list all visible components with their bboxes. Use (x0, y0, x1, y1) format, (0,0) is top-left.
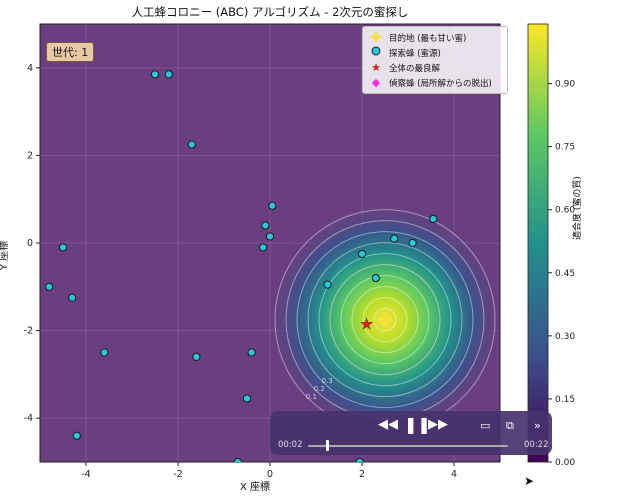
employed-bee-point (58, 243, 68, 252)
x-axis-ticks: -4 -2 0 2 4 (81, 462, 457, 480)
employed-bee-point (247, 348, 256, 357)
video-player-controls: ◀◀ ❚❚ ▶▶ ▭ ⧉ » 00:02 00:22 (270, 411, 552, 455)
colorbar-ticks: 0.90 0.75 0.60 0.45 0.30 0.15 0.00 (548, 80, 575, 468)
employed-bee-point (233, 457, 242, 462)
x-axis-label: X 座標 (240, 482, 271, 493)
colorbar-tick-label: 0.45 (555, 269, 575, 279)
data-points: ★ ✚ (45, 70, 438, 462)
x-tick-label: 0 (267, 469, 273, 480)
x-tick-label: 4 (451, 469, 457, 480)
employed-bee-point (187, 140, 196, 149)
rewind-icon[interactable]: ◀◀ (378, 417, 398, 432)
employed-bee-point (259, 243, 268, 252)
legend-item: ✚ 目的地 (最も甘い蜜) (367, 29, 503, 46)
colorbar-tick-label: 0.15 (555, 395, 575, 405)
colorbar (527, 23, 549, 463)
legend-item: ◆ 偵察蜂 (局所解からの脱出) (367, 75, 503, 90)
contour-line (296, 231, 474, 409)
employed-bee-point (429, 214, 438, 224)
colorbar-tick-label: 0.60 (555, 206, 575, 216)
red-star-icon: ★ (371, 61, 381, 74)
fitness-heatmap (265, 199, 500, 440)
y-axis-ticks: 4 2 0 -2 -4 (24, 63, 40, 424)
contour-line (340, 275, 430, 365)
legend-label: 探索蜂 (蜜源) (389, 48, 441, 59)
employed-bee-point (371, 273, 380, 283)
chart-title: 人工蜂コロニー (ABC) アルゴリズム - 2次元の蜜探し (131, 5, 409, 19)
employed-bee-point (357, 249, 367, 259)
legend-label: 全体の最良解 (389, 63, 441, 74)
contour-line (318, 253, 452, 387)
colorbar-label: 適合度 (蜜の質) (573, 176, 583, 240)
picture-in-picture-icon[interactable]: ⧉ (506, 419, 514, 432)
x-tick-label: -2 (173, 469, 182, 480)
current-time: 00:02 (278, 440, 303, 450)
contour-line (329, 264, 441, 376)
progress-handle[interactable] (326, 440, 329, 451)
legend-label: 目的地 (最も甘い蜜) (389, 33, 467, 44)
pause-icon[interactable]: ❚❚ (404, 415, 431, 434)
employed-bee-point (45, 282, 54, 291)
yellow-cross-icon: ✚ (370, 29, 382, 46)
target-marker: ✚ (377, 308, 394, 332)
contour-label: 0.2 (314, 385, 325, 393)
colorbar-tick-label: 0.00 (555, 458, 575, 468)
airplay-icon[interactable]: ▭ (480, 419, 491, 432)
employed-bee-point (390, 234, 399, 243)
progress-track[interactable] (308, 445, 508, 447)
contour-label: 0.1 (306, 393, 317, 401)
fast-forward-icon[interactable]: ▶▶ (428, 417, 448, 432)
contour-label: 0.3 (322, 377, 333, 385)
contour-line (373, 308, 397, 332)
employed-bee-point (164, 70, 173, 79)
mouse-cursor-icon: ➤ (524, 474, 535, 488)
contour-line (307, 242, 463, 398)
colorbar-tick-label: 0.30 (555, 332, 575, 342)
x-tick-label: -4 (81, 469, 90, 480)
employed-bee-point (100, 348, 109, 357)
magenta-diamond-icon: ◆ (371, 76, 381, 89)
employed-bee-point (261, 221, 270, 230)
duration-time: 00:22 (524, 440, 549, 450)
employed-bee-point (268, 201, 277, 210)
y-axis-label: Y 座標 (0, 240, 11, 271)
x-tick-label: 2 (359, 469, 365, 480)
legend-label: 偵察蜂 (局所解からの脱出) (389, 78, 492, 89)
employed-bee-point (192, 352, 201, 361)
legend-item: 探索蜂 (蜜源) (367, 45, 503, 60)
generation-badge: 世代: 1 (46, 42, 95, 62)
chevron-double-right-icon[interactable]: » (534, 419, 541, 432)
employed-bee-point (265, 232, 275, 241)
y-tick-label: 0 (27, 238, 33, 249)
legend-item: ★ 全体の最良解 (367, 60, 503, 75)
employed-bee-point (408, 238, 417, 248)
employed-bee-point (150, 70, 160, 79)
colorbar-tick-label: 0.75 (555, 143, 575, 153)
y-tick-label: -2 (24, 326, 33, 337)
contour-lines: 0.10.20.3 (274, 209, 496, 431)
employed-bee-point (68, 293, 77, 302)
y-tick-label: 4 (27, 63, 33, 74)
contour-line (351, 286, 419, 354)
employed-bee-point (72, 431, 81, 440)
contour-line (362, 297, 408, 343)
y-tick-label: -4 (24, 413, 33, 424)
employed-bee-point (355, 457, 364, 462)
legend: ✚ 目的地 (最も甘い蜜) 探索蜂 (蜜源) ★ 全体の最良解 ◆ 偵察蜂 (局… (362, 26, 508, 94)
employed-bee-point (323, 280, 332, 289)
colorbar-tick-label: 0.90 (555, 80, 575, 90)
cyan-circle-icon (367, 46, 385, 59)
global-best-star: ★ (360, 315, 373, 333)
employed-bee-point (242, 394, 252, 403)
y-tick-label: 2 (27, 150, 33, 161)
